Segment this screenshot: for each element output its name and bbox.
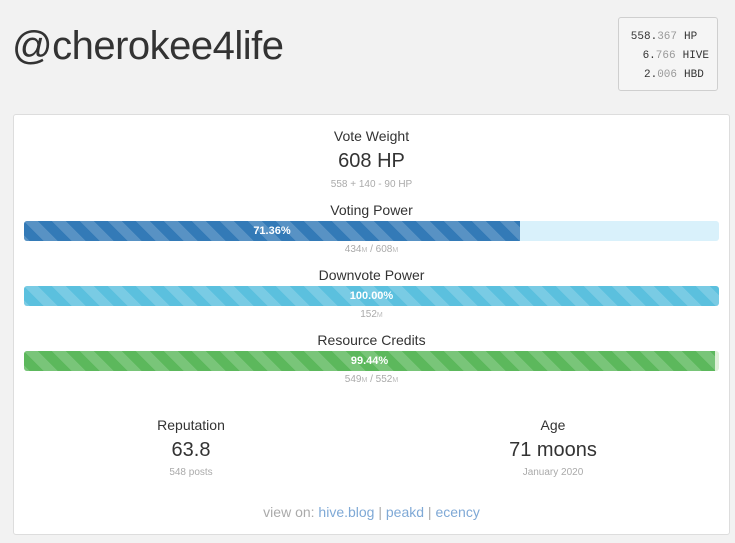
balance-hp-int: 558.: [630, 31, 658, 43]
link-ecency[interactable]: ecency: [435, 504, 480, 520]
resource-credits-detail: 549M / 552M: [344, 374, 399, 385]
balance-row-hive: 6.766 HIVE: [627, 47, 709, 66]
balance-hbd-unit: HBD: [684, 69, 704, 81]
reputation-detail: 548 posts: [169, 467, 213, 478]
balance-hive-unit: HIVE: [682, 50, 709, 62]
username-heading: @cherokee4life: [12, 24, 284, 68]
balance-hbd-int: 2.: [643, 69, 658, 81]
reputation-value: 63.8: [171, 439, 211, 461]
voting-power-current: 434: [344, 244, 362, 255]
view-on-footer: view on: hive.blog | peakd | ecency: [263, 504, 480, 520]
vote-weight-value: 608 HP: [338, 150, 405, 172]
age-value: 71 moons: [509, 439, 597, 461]
balance-hbd-dec: 006: [657, 69, 677, 81]
voting-power-title: Voting Power: [330, 202, 413, 218]
voting-power-max: 608: [375, 244, 393, 255]
resource-credits-fill: 99.44%: [24, 351, 716, 371]
age-detail: January 2020: [522, 467, 584, 478]
balance-row-hbd: 2.006 HBD: [627, 66, 709, 85]
reputation-title: Reputation: [157, 417, 225, 433]
age-title: Age: [540, 417, 566, 433]
balance-hp-dec: 367: [657, 31, 677, 43]
view-on-label: view on:: [263, 504, 319, 520]
downvote-power-bar: 100.00%: [24, 286, 719, 306]
balances-box: 558.367 HP 6.766 HIVE 2.006 HBD: [618, 17, 718, 91]
voting-power-fill: 71.36%: [24, 221, 520, 241]
vote-weight-detail: 558 + 140 - 90 HP: [330, 179, 413, 190]
balance-row-hp: 558.367 HP: [627, 28, 709, 47]
voting-power-detail: 434M / 608M: [344, 244, 399, 255]
downvote-power-title: Downvote Power: [318, 267, 425, 283]
resource-credits-bar: 99.44%: [24, 351, 719, 371]
balance-hive-int: 6.: [642, 50, 656, 62]
stats-panel: Vote Weight 608 HP 558 + 140 - 90 HP Vot…: [13, 114, 730, 535]
downvote-power-detail: 152M: [360, 309, 383, 320]
link-hive-blog[interactable]: hive.blog: [318, 504, 375, 520]
balance-hive-dec: 766: [655, 50, 676, 62]
resource-credits-title: Resource Credits: [317, 332, 426, 348]
vote-weight-title: Vote Weight: [333, 128, 410, 144]
balance-hp-unit: HP: [684, 31, 698, 43]
link-peakd[interactable]: peakd: [385, 504, 425, 520]
voting-power-bar: 71.36%: [24, 221, 719, 241]
downvote-power-fill: 100.00%: [24, 286, 719, 306]
